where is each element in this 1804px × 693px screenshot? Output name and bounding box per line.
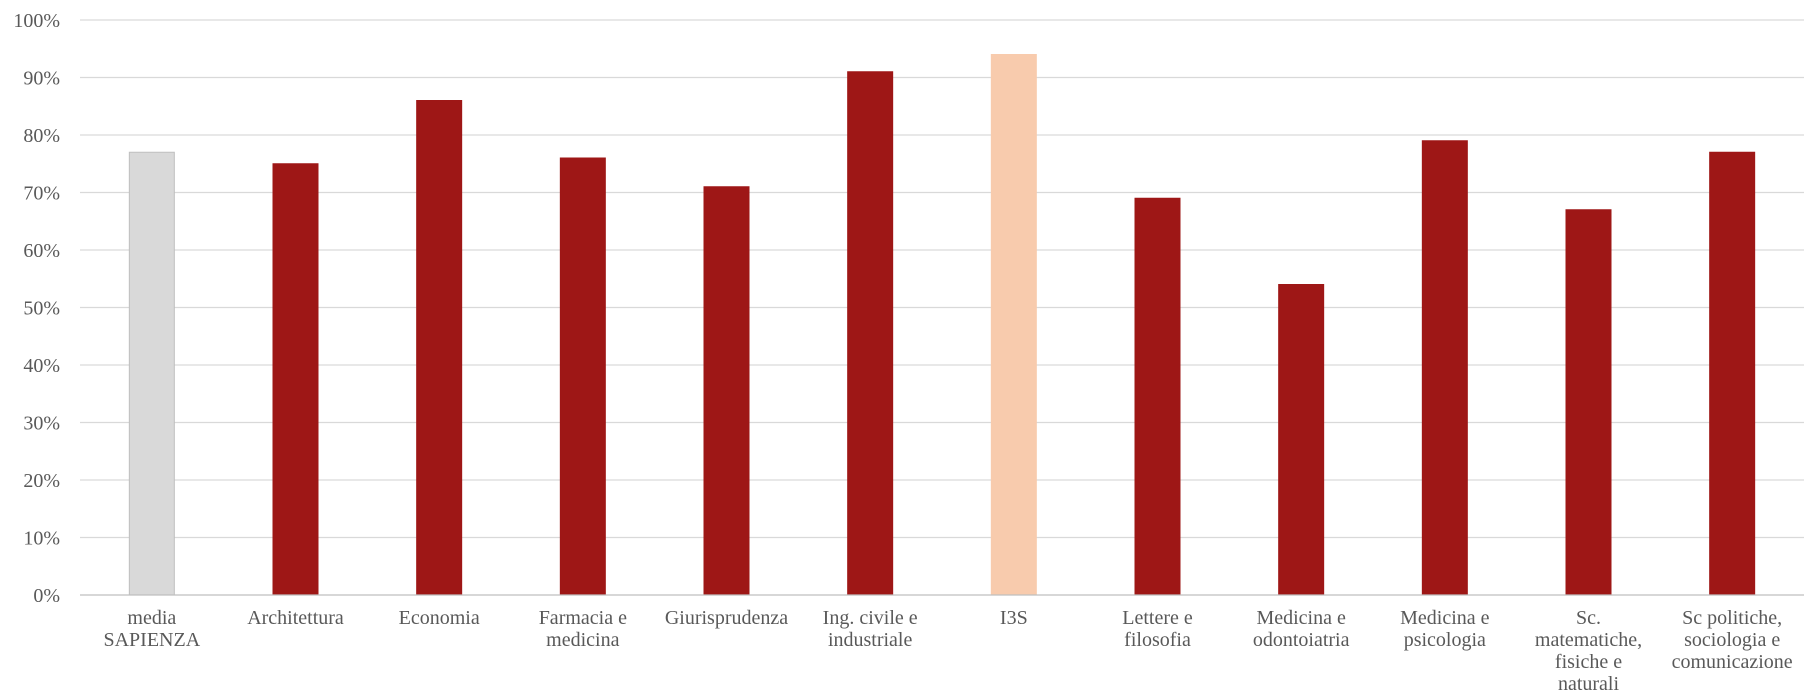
y-tick-label: 100% bbox=[13, 10, 60, 32]
bar bbox=[1422, 141, 1467, 595]
bar bbox=[1279, 285, 1324, 596]
x-category-label: Sc. matematiche, fisiche e naturali bbox=[1535, 607, 1642, 693]
x-category-label: Medicina e odontoiatria bbox=[1253, 607, 1350, 651]
x-category-label: Ing. civile e industriale bbox=[823, 607, 918, 651]
x-category-label: Architettura bbox=[247, 607, 344, 629]
bar bbox=[848, 72, 893, 595]
bar bbox=[1710, 152, 1755, 595]
y-tick-label: 80% bbox=[23, 125, 60, 147]
y-tick-label: 60% bbox=[23, 240, 60, 262]
y-tick-label: 90% bbox=[23, 68, 60, 90]
y-tick-label: 10% bbox=[23, 528, 60, 550]
bar bbox=[991, 55, 1036, 596]
bar bbox=[273, 164, 318, 595]
y-tick-label: 30% bbox=[23, 413, 60, 435]
bar bbox=[1566, 210, 1611, 595]
x-category-label: Medicina e psicologia bbox=[1400, 607, 1490, 651]
y-tick-label: 20% bbox=[23, 470, 60, 492]
bar bbox=[1135, 198, 1180, 595]
bar bbox=[704, 187, 749, 595]
x-axis-category-labels: media SAPIENZA Architettura Economia Farmaci… bbox=[103, 607, 1792, 693]
y-axis-tick-labels: 0% 10% 20% 30% 40% 50% 60% 70% 80% 90% 100% bbox=[13, 10, 60, 607]
bar bbox=[129, 152, 174, 595]
y-tick-label: 50% bbox=[23, 298, 60, 320]
x-category-label: Economia bbox=[399, 607, 480, 629]
x-category-label: Giurisprudenza bbox=[665, 607, 788, 629]
bar bbox=[560, 158, 605, 595]
y-tick-label: 0% bbox=[33, 585, 60, 607]
x-category-label: media SAPIENZA bbox=[103, 607, 200, 651]
x-category-label: Farmacia e medicina bbox=[539, 607, 627, 651]
y-tick-label: 70% bbox=[23, 183, 60, 205]
y-tick-label: 40% bbox=[23, 355, 60, 377]
gridlines bbox=[80, 20, 1804, 538]
bar bbox=[417, 101, 462, 596]
x-category-label: Lettere e filosofia bbox=[1122, 607, 1193, 651]
x-category-label: I3S bbox=[1000, 607, 1028, 629]
x-category-label: Sc politiche, sociologia e comunicazione bbox=[1672, 607, 1793, 673]
